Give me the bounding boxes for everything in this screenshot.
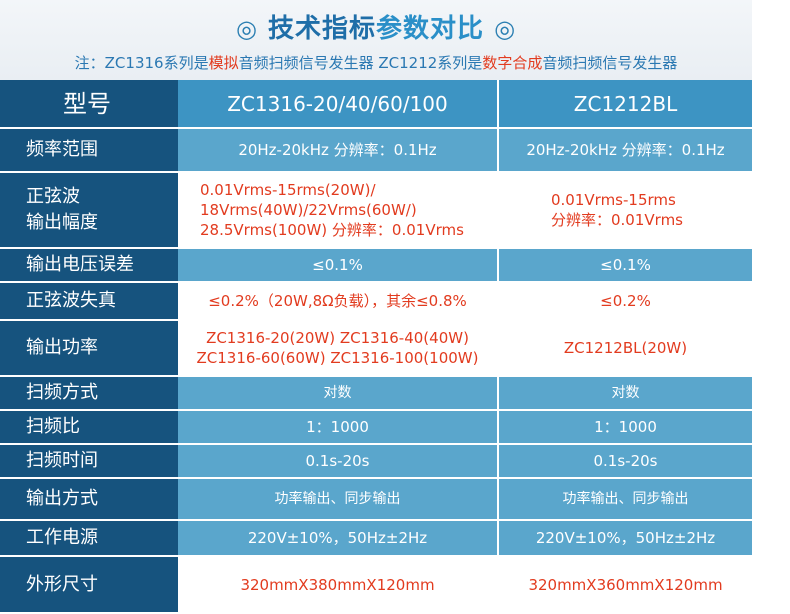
title-banner: ◎ 技术指标参数对比 ◎ 注：ZC1316系列是模拟音频扫频信号发生器 ZC12… bbox=[0, 0, 752, 80]
note-text: 音频扫频信号发生器 bbox=[542, 54, 678, 72]
row-label: 正弦波 输出幅度 bbox=[0, 172, 178, 249]
cell-zc1212: 20Hz-20kHz 分辨率：0.1Hz bbox=[498, 128, 752, 173]
title-part-1: 技术指标 bbox=[267, 14, 376, 44]
cell-zc1316: 320mmX380mmX120mm bbox=[178, 556, 499, 614]
cell-zc1212: ZC1212BL(20W) bbox=[498, 320, 752, 377]
table-row: 扫频比 1：1000 1：1000 bbox=[0, 410, 752, 445]
note-highlight-digital: 数字合成 bbox=[482, 54, 543, 72]
cell-zc1212: ≤0.2% bbox=[498, 282, 752, 321]
row-label: 工作电源 bbox=[0, 520, 178, 557]
table-row: 频率范围 20Hz-20kHz 分辨率：0.1Hz 20Hz-20kHz 分辨率… bbox=[0, 128, 752, 173]
table-row: 输出电压误差 ≤0.1% ≤0.1% bbox=[0, 248, 752, 283]
table-row: 工作电源 220V±10%，50Hz±2Hz 220V±10%，50Hz±2Hz bbox=[0, 520, 752, 557]
target-circle-icon: ◎ bbox=[235, 15, 258, 43]
cell-zc1316: 0.01Vrms-15rms(20W)/18Vrms(40W)/22Vrms(6… bbox=[178, 172, 499, 249]
table-row: 正弦波失真 ≤0.2%（20W,8Ω负载），其余≤0.8% ≤0.2% bbox=[0, 282, 752, 321]
cell-zc1316: 20Hz-20kHz 分辨率：0.1Hz bbox=[178, 128, 499, 173]
cell-zc1212: 对数 bbox=[498, 376, 752, 411]
cell-zc1212: ≤0.1% bbox=[498, 248, 752, 283]
cell-zc1212: 0.1s-20s bbox=[498, 444, 752, 479]
row-label: 扫频时间 bbox=[0, 444, 178, 479]
cell-zc1212: 320mmX360mmX120mm bbox=[498, 556, 752, 614]
page-title: ◎ 技术指标参数对比 ◎ bbox=[0, 12, 752, 46]
row-label: 扫频比 bbox=[0, 410, 178, 445]
row-label: 外形尺寸 bbox=[0, 556, 178, 614]
table-row: 正弦波 输出幅度 0.01Vrms-15rms(20W)/18Vrms(40W)/… bbox=[0, 172, 752, 249]
cell-zc1316: 0.1s-20s bbox=[178, 444, 499, 479]
cell-zc1212: 220V±10%，50Hz±2Hz bbox=[498, 520, 752, 557]
series-note: 注：ZC1316系列是模拟音频扫频信号发生器 ZC1212系列是数字合成音频扫频… bbox=[0, 52, 752, 74]
spec-table: 型号 ZC1316-20/40/60/100 ZC1212BL 频率范围 20H… bbox=[0, 80, 752, 614]
header-model-zc1316: ZC1316-20/40/60/100 bbox=[178, 80, 499, 129]
header-model-label: 型号 bbox=[0, 80, 178, 129]
cell-zc1212: 0.01Vrms-15rms 分辨率：0.01Vrms bbox=[498, 172, 752, 249]
table-row: 输出功率 ZC1316-20(20W) ZC1316-40(40W) ZC1316… bbox=[0, 320, 752, 377]
cell-zc1316: ≤0.2%（20W,8Ω负载），其余≤0.8% bbox=[178, 282, 499, 321]
title-part-2: 参数对比 bbox=[376, 14, 485, 44]
note-text: 注：ZC1316系列是 bbox=[74, 54, 209, 72]
table-row: 外形尺寸 320mmX380mmX120mm 320mmX360mmX120mm bbox=[0, 556, 752, 614]
spec-comparison-panel: ◎ 技术指标参数对比 ◎ 注：ZC1316系列是模拟音频扫频信号发生器 ZC12… bbox=[0, 0, 752, 614]
cell-zc1316: ≤0.1% bbox=[178, 248, 499, 283]
cell-zc1316: 1：1000 bbox=[178, 410, 499, 445]
table-row: 扫频时间 0.1s-20s 0.1s-20s bbox=[0, 444, 752, 479]
cell-zc1212: 功率输出、同步输出 bbox=[498, 478, 752, 521]
target-circle-icon: ◎ bbox=[494, 15, 517, 43]
row-label: 输出功率 bbox=[0, 320, 178, 377]
table-header-row: 型号 ZC1316-20/40/60/100 ZC1212BL bbox=[0, 80, 752, 129]
table-row: 输出方式 功率输出、同步输出 功率输出、同步输出 bbox=[0, 478, 752, 521]
row-label: 频率范围 bbox=[0, 128, 178, 173]
row-label: 输出电压误差 bbox=[0, 248, 178, 283]
row-label: 扫频方式 bbox=[0, 376, 178, 411]
cell-zc1316: 功率输出、同步输出 bbox=[178, 478, 499, 521]
cell-zc1316: 220V±10%，50Hz±2Hz bbox=[178, 520, 499, 557]
cell-zc1212: 1：1000 bbox=[498, 410, 752, 445]
table-row: 扫频方式 对数 对数 bbox=[0, 376, 752, 411]
note-highlight-analog: 模拟 bbox=[208, 54, 239, 72]
header-model-zc1212: ZC1212BL bbox=[498, 80, 752, 129]
cell-zc1316: 对数 bbox=[178, 376, 499, 411]
note-text: 音频扫频信号发生器 ZC1212系列是 bbox=[238, 54, 483, 72]
cell-zc1316: ZC1316-20(20W) ZC1316-40(40W) ZC1316-60(6… bbox=[178, 320, 499, 377]
row-label: 正弦波失真 bbox=[0, 282, 178, 321]
row-label: 输出方式 bbox=[0, 478, 178, 521]
